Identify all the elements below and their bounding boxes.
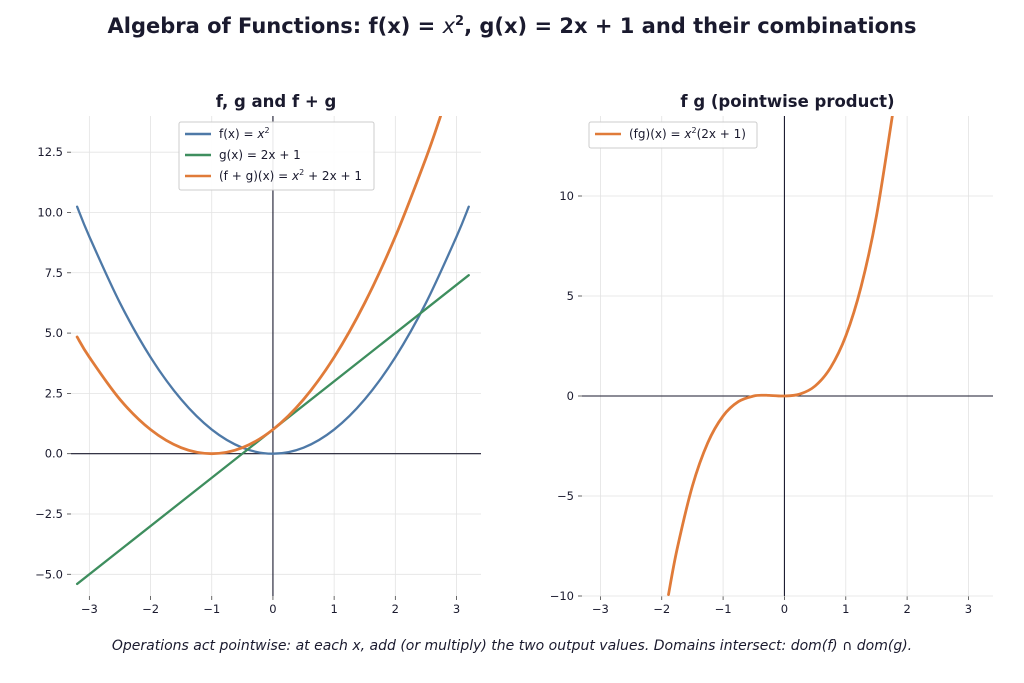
x-tick-label: 0	[269, 602, 276, 616]
y-tick-label: 2.5	[45, 386, 63, 400]
x-tick-label: 2	[903, 602, 910, 616]
x-tick-label: 0	[781, 602, 788, 616]
x-tick-label: −2	[653, 602, 670, 616]
x-tick-label: −3	[592, 602, 609, 616]
y-tick-label: 5.0	[45, 326, 63, 340]
y-tick-label: 0.0	[45, 447, 63, 461]
legend-frame	[178, 121, 375, 191]
y-tick-label: 7.5	[45, 266, 63, 280]
x-tick-label: 1	[842, 602, 849, 616]
x-tick-label: 1	[330, 602, 337, 616]
series-line-3	[75, 116, 443, 456]
figure-caption: Operations act pointwise: at each x, add…	[111, 638, 913, 654]
legend-label: g(x) = 2x + 1	[219, 148, 301, 162]
legend-label: (fg)(x) = x2(2x + 1)	[629, 126, 746, 141]
chart-title: f g (pointwise product)	[680, 92, 894, 111]
chart-title: f, g and f + g	[216, 92, 337, 111]
x-tick-label: −2	[142, 602, 159, 616]
chart-panel-2: f g (pointwise product)−3 −2 −1 0 1 2 3−10−505…	[550, 92, 993, 616]
x-tick-label: 3	[453, 602, 460, 616]
y-tick-label: −10	[550, 589, 574, 603]
chart-panel-1: f, g and f + g −3 −2 −1 0 1 2 3 −5.0 −2.5 0.0 2.5 5.…	[35, 92, 481, 616]
page-title: Algebra of Functions: f(x) = x2, g(x) = …	[107, 14, 917, 38]
chart-legend: f(x) = x2 g(x) = 2x + 1 (f + g)(x) = x2 + …	[178, 121, 375, 191]
legend-frame	[588, 121, 758, 149]
x-tick-label: −1	[203, 602, 220, 616]
y-tick-label: 10	[559, 189, 574, 203]
y-tick-label: 5	[567, 289, 574, 303]
y-tick-label: 0	[567, 389, 574, 403]
chart-legend: (fg)(x) = x2(2x + 1)	[588, 121, 758, 149]
y-tick-label: 10.0	[37, 205, 63, 219]
legend-label: f(x) = x2	[219, 126, 270, 141]
x-tick-label: −3	[81, 602, 98, 616]
x-tick-label: 3	[965, 602, 972, 616]
x-tick-label: 2	[392, 602, 399, 616]
y-tick-label: −2.5	[35, 507, 63, 521]
x-tick-label: −1	[715, 602, 732, 616]
y-tick-label: 12.5	[37, 145, 63, 159]
legend-label: (f + g)(x) = x2 + 2x + 1	[219, 168, 362, 183]
y-tick-label: −5	[557, 489, 574, 503]
y-tick-label: −5.0	[35, 567, 63, 581]
series-line-1	[667, 116, 894, 596]
